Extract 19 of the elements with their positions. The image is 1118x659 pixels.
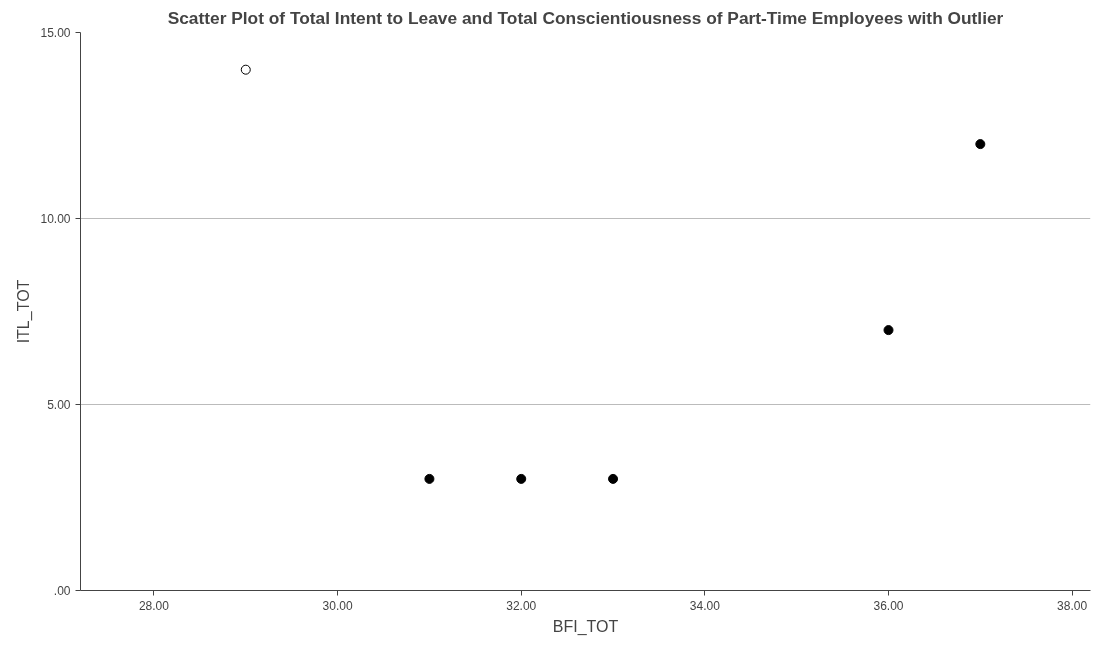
point xyxy=(240,64,251,75)
point xyxy=(608,473,619,484)
chart-title: Scatter Plot of Total Intent to Leave and Total Conscientiousness of Part-Time Employees with Outlier xyxy=(167,7,1004,28)
x-axis-title: BFI_TOT xyxy=(552,617,619,636)
point xyxy=(883,325,894,336)
x-tick-label: 32.00 xyxy=(506,598,537,613)
x-tick-label: 30.00 xyxy=(322,598,353,613)
x-tick-label: 28.00 xyxy=(138,598,170,613)
y-axis-title: ITL_TOT xyxy=(15,279,34,344)
y-tick-label: .00 xyxy=(53,584,71,598)
point xyxy=(975,139,986,150)
point xyxy=(424,473,435,484)
point xyxy=(516,473,527,484)
x-tick-label: 36.00 xyxy=(873,598,904,613)
x-tick-label: 38.00 xyxy=(1057,598,1088,613)
y-tick-label: 5.00 xyxy=(47,398,71,412)
x-tick-label: 34.00 xyxy=(689,598,721,613)
y-tick-label: 15.00 xyxy=(40,26,71,40)
y-tick-label: 10.00 xyxy=(40,212,71,226)
